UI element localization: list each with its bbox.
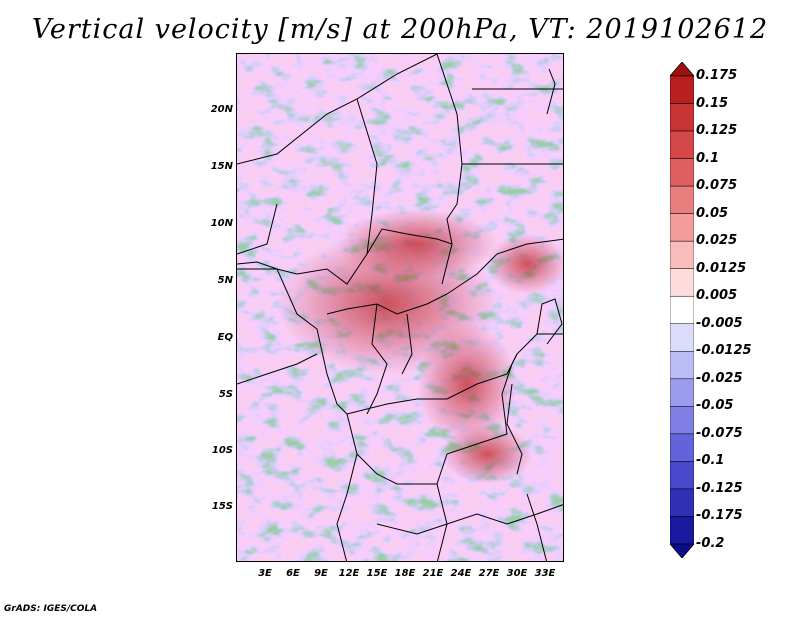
colorbar-label: 0.175 xyxy=(696,68,738,83)
colorbar-segment xyxy=(670,378,694,407)
colorbar-label: -0.05 xyxy=(696,398,734,414)
colorbar-label: -0.2 xyxy=(696,536,725,551)
lon-label-15e: 15E xyxy=(366,568,388,579)
colorbar-label: -0.075 xyxy=(696,425,743,441)
colorbar-segment xyxy=(670,103,694,132)
colorbar-segment xyxy=(670,323,694,352)
lon-label-24e: 24E xyxy=(450,568,472,579)
colorbar-segment xyxy=(670,488,694,517)
colorbar-label: -0.175 xyxy=(696,508,743,524)
lat-label-10s: 10S xyxy=(211,445,233,456)
colorbar-label: -0.125 xyxy=(696,480,743,496)
colorbar-segment xyxy=(670,158,694,187)
colorbar-bottom-arrow xyxy=(670,543,694,558)
lon-label-33e: 33E xyxy=(534,568,556,579)
lat-label-15n: 15N xyxy=(210,161,233,172)
colorbar-segment xyxy=(670,240,694,269)
colorbar-label: -0.1 xyxy=(696,453,725,469)
colorbar-segment xyxy=(670,295,694,325)
lat-label-15s: 15S xyxy=(211,501,233,512)
lat-label-10n: 10N xyxy=(210,218,233,229)
lat-label-5n: 5N xyxy=(217,275,233,286)
lon-label-12e: 12E xyxy=(338,568,360,579)
colorbar-label: -0.0125 xyxy=(696,343,752,359)
lon-label-6e: 6E xyxy=(286,568,300,579)
lon-label-21e: 21E xyxy=(422,568,444,579)
map-title: Vertical velocity [m/s] at 200hPa, VT: 2… xyxy=(31,14,769,45)
colorbar-segment xyxy=(670,268,694,297)
lat-label-20n: 20N xyxy=(210,104,233,115)
colorbar xyxy=(670,62,694,558)
colorbar-label: -0.025 xyxy=(696,370,743,386)
velocity-map xyxy=(236,53,564,562)
colorbar-label: 0.075 xyxy=(696,178,738,194)
colorbar-label: 0.125 xyxy=(696,123,738,139)
lon-label-27e: 27E xyxy=(478,568,500,579)
grads-credit: GrADS: IGES/COLA xyxy=(4,604,98,614)
colorbar-label: 0.15 xyxy=(696,95,729,111)
colorbar-label: 0.005 xyxy=(696,288,738,304)
colorbar-label: -0.005 xyxy=(696,315,743,331)
lon-label-30e: 30E xyxy=(506,568,528,579)
colorbar-label: 0.05 xyxy=(696,205,729,221)
velocity-field xyxy=(237,54,563,561)
colorbar-segment xyxy=(670,130,694,159)
colorbar-segment xyxy=(670,433,694,462)
colorbar-top-arrow xyxy=(670,62,694,77)
colorbar-label: 0.1 xyxy=(696,150,720,166)
lon-label-9e: 9E xyxy=(314,568,328,579)
lon-label-3e: 3E xyxy=(258,568,272,579)
colorbar-segment xyxy=(670,185,694,214)
colorbar-segment xyxy=(670,351,694,380)
colorbar-segment xyxy=(670,461,694,490)
lon-label-18e: 18E xyxy=(394,568,416,579)
colorbar-label: 0.0125 xyxy=(696,260,747,276)
lat-label-eq: EQ xyxy=(217,332,233,343)
colorbar-segment xyxy=(670,75,694,104)
colorbar-segment xyxy=(670,213,694,242)
colorbar-segment xyxy=(670,516,694,545)
colorbar-segment xyxy=(670,406,694,435)
colorbar-label: 0.025 xyxy=(696,233,738,249)
lat-label-5s: 5S xyxy=(218,389,233,400)
